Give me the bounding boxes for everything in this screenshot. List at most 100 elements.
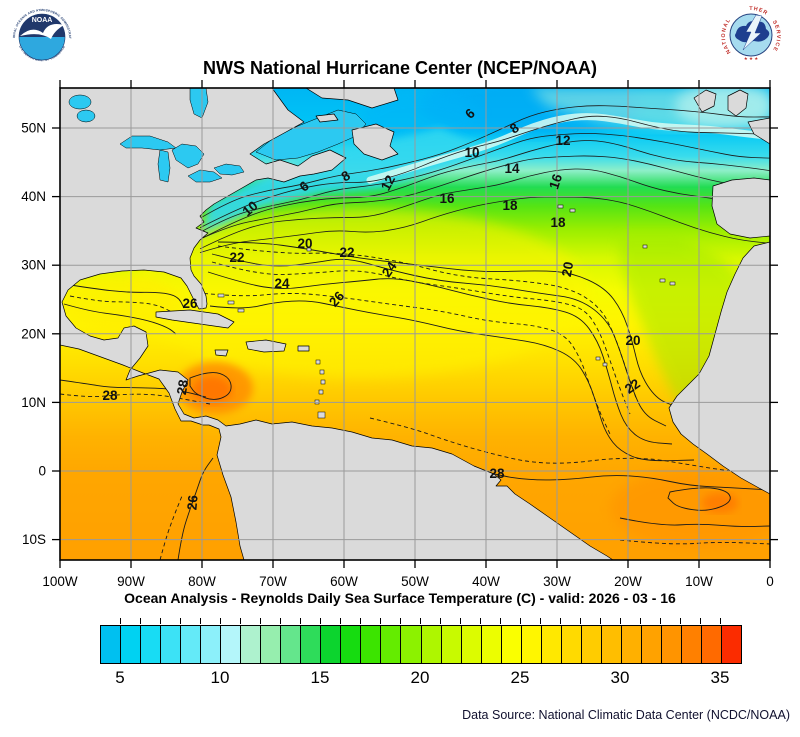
- island-antilles-2: [319, 369, 325, 375]
- colorbar-cell: [141, 626, 162, 663]
- lon-label: 20W: [614, 574, 642, 588]
- warm-sargasso: [130, 208, 590, 378]
- colorbar-tick-label: 15: [310, 668, 330, 687]
- colorbar-tick-label: 20: [410, 668, 430, 687]
- colorbar-boundary-tick: [520, 618, 521, 624]
- land-labrador: [305, 88, 399, 109]
- isotherm-27: [369, 417, 770, 475]
- colorbar-cell: [301, 626, 322, 663]
- colorbar-tick-label: 25: [510, 668, 530, 687]
- isotherm-12: [199, 140, 770, 240]
- land-france: [747, 117, 770, 145]
- isotherm-18: [199, 196, 770, 253]
- colorbar-boundary-tick: [400, 618, 401, 624]
- island-cape-verde-2: [602, 362, 608, 367]
- lon-label: 90W: [117, 574, 145, 588]
- lat-label: 40N: [21, 189, 46, 204]
- lake-nw-1: [68, 94, 92, 110]
- lake-michigan: [157, 149, 171, 183]
- island-antilles-1: [315, 359, 321, 365]
- colorbar-boundary-tick: [180, 618, 181, 624]
- isotherm-8: [199, 115, 770, 229]
- noaa-gull-icon: [20, 24, 64, 39]
- isotherm-14: [199, 155, 770, 240]
- contour-label: 12: [555, 133, 570, 148]
- isotherm-29: [667, 487, 731, 511]
- colorbar: [100, 625, 742, 664]
- colorbar-cell: [481, 626, 502, 663]
- lon-label: 70W: [259, 574, 287, 588]
- lon-label: 80W: [188, 574, 216, 588]
- nws-lightning-icon: [742, 14, 763, 51]
- colorbar-cell: [681, 626, 702, 663]
- contour-label: 20: [625, 333, 640, 348]
- colorbar-boundary-tick: [620, 618, 621, 624]
- island-bahamas-3: [237, 308, 245, 313]
- colorbar-boundary-tick: [640, 618, 641, 624]
- map-subtitle: Ocean Analysis - Reynolds Daily Sea Surf…: [124, 590, 676, 606]
- isotherm-21: [217, 245, 637, 399]
- contour-label: 22: [622, 376, 643, 397]
- colorbar-cell: [101, 626, 122, 663]
- isotherm-26: [209, 300, 695, 462]
- island-canary-2: [669, 281, 676, 286]
- colorbar-boundary-tick: [240, 618, 241, 624]
- island-canary-1: [659, 278, 666, 283]
- colorbar-boundary-tick: [580, 618, 581, 624]
- colorbar-cell: [201, 626, 222, 663]
- isotherm-29: [189, 372, 232, 400]
- colorbar-boundary-tick: [320, 618, 321, 624]
- isotherm-25: [189, 291, 611, 435]
- colorbar-boundary-tick: [480, 618, 481, 624]
- isotherm-28: [619, 517, 770, 527]
- nws-word-left: NATIONAL: [721, 17, 732, 54]
- colorbar-boundary-tick: [600, 618, 601, 624]
- isotherm-23: [211, 261, 631, 415]
- colorbar-cell: [641, 626, 662, 663]
- island-jamaica: [214, 349, 229, 357]
- colorbar-boundary-tick: [300, 618, 301, 624]
- isotherm-26: [63, 303, 177, 335]
- lake-ontario: [213, 163, 245, 176]
- island-azores-1: [557, 204, 564, 209]
- land-iberia: [711, 177, 770, 239]
- colorbar-tick-label: 5: [115, 668, 125, 687]
- noaa-label: NOAA: [32, 17, 53, 24]
- lon-label: 40W: [472, 574, 500, 588]
- colorbar-boundary-tick: [560, 618, 561, 624]
- contour-label: 18: [502, 198, 518, 213]
- colorbar-boundary-tick: [260, 618, 261, 624]
- lon-label: 50W: [401, 574, 429, 588]
- island-cuba: [155, 309, 235, 329]
- colorbar-cell: [601, 626, 622, 663]
- contour-label: 26: [182, 296, 198, 311]
- contour-label: 10: [240, 198, 261, 219]
- colorbar-cell: [561, 626, 582, 663]
- colorbar-boundary-tick: [660, 618, 661, 624]
- cold-shelf-wedge: [200, 128, 490, 238]
- colorbar-cell: [221, 626, 242, 663]
- colorbar-boundary-tick: [460, 618, 461, 624]
- colorbar-cell: [501, 626, 522, 663]
- contour-label: 24: [274, 276, 290, 291]
- island-antilles-3: [320, 379, 326, 385]
- island-puerto-rico: [297, 345, 310, 352]
- colorbar-cell: [161, 626, 182, 663]
- colorbar-cell: [581, 626, 602, 663]
- island-bahamas-2: [227, 300, 235, 305]
- lat-label: 10N: [21, 395, 46, 410]
- equatorial-warm-spot: [702, 493, 738, 513]
- nws-word-right: SERVICE: [771, 20, 780, 53]
- lon-label: 0: [766, 574, 774, 588]
- colorbar-boundary-tick: [280, 618, 281, 624]
- contour-label: 28: [489, 466, 505, 481]
- colorbar-cell: [381, 626, 402, 663]
- colorbar-boundary-tick: [140, 618, 141, 624]
- lat-label: 50N: [21, 121, 46, 136]
- island-madeira: [642, 244, 648, 249]
- colorbar-cell: [341, 626, 362, 663]
- colorbar-boundary-tick: [720, 618, 721, 624]
- lat-label: 10S: [22, 532, 46, 547]
- contour-label: 20: [559, 261, 576, 278]
- colorbar-boundary-tick: [440, 618, 441, 624]
